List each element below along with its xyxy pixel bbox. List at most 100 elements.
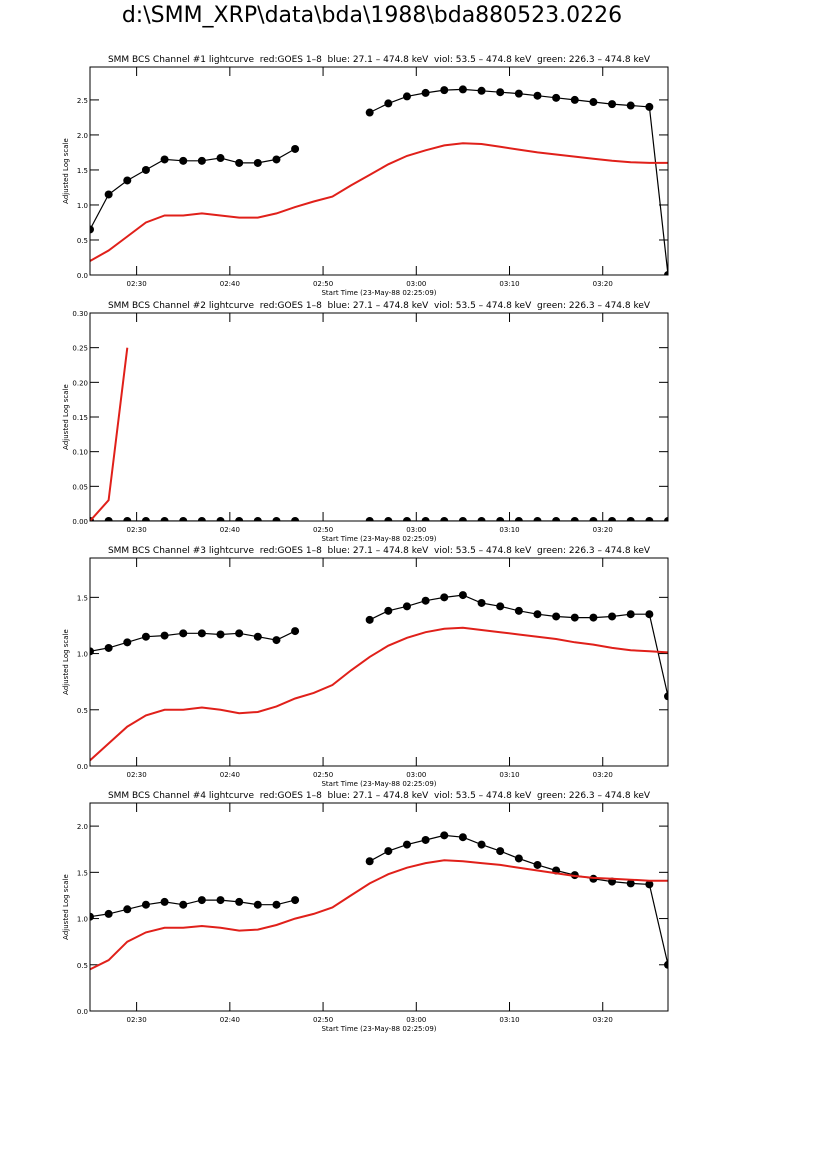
data-point <box>402 840 411 849</box>
data-point <box>440 593 449 602</box>
data-point <box>90 225 94 234</box>
data-point <box>608 517 617 521</box>
data-point <box>272 636 281 645</box>
series-line <box>90 626 668 762</box>
x-tick-label: 03:10 <box>499 771 519 779</box>
x-tick-label: 02:40 <box>220 526 240 534</box>
x-tick-label: 02:50 <box>313 1016 333 1024</box>
data-point <box>253 900 262 909</box>
data-point <box>402 602 411 611</box>
data-point <box>664 960 668 969</box>
data-point <box>384 847 393 856</box>
y-tick-label: 1.5 <box>77 594 88 602</box>
data-point <box>160 517 169 521</box>
data-point <box>235 629 244 638</box>
data-point <box>458 591 467 600</box>
series-line <box>90 859 668 971</box>
data-point <box>179 629 188 638</box>
y-tick-label: 0.0 <box>77 763 88 771</box>
data-point <box>90 912 94 921</box>
x-tick-label: 03:00 <box>406 771 426 779</box>
y-tick-label: 2.0 <box>77 823 88 831</box>
plot-layer <box>90 591 668 762</box>
series-line <box>90 834 668 965</box>
data-point <box>477 598 486 607</box>
data-point <box>402 517 411 521</box>
data-point <box>514 89 523 98</box>
data-point <box>496 602 505 611</box>
page-title: d:\SMM_XRP\data\bda\1988\bda880523.0226 <box>122 3 622 28</box>
y-tick-label: 0.5 <box>77 962 88 970</box>
data-point <box>104 909 113 918</box>
data-point <box>533 610 542 619</box>
data-point <box>440 517 449 521</box>
data-point <box>458 517 467 521</box>
y-tick-label: 1.0 <box>77 651 88 659</box>
y-tick-label: 1.0 <box>77 916 88 924</box>
data-point <box>365 108 374 117</box>
x-tick-label: 02:50 <box>313 280 333 288</box>
data-point <box>179 900 188 909</box>
data-point <box>664 271 668 275</box>
x-axis-label: Start Time (23-May-88 02:25:09) <box>321 289 436 297</box>
data-point <box>421 596 430 605</box>
data-point <box>272 900 281 909</box>
data-point <box>291 896 300 905</box>
data-point <box>626 879 635 888</box>
plot-frame <box>89 66 669 276</box>
series-line <box>90 88 668 275</box>
x-tick-label: 02:30 <box>127 526 147 534</box>
plot-frame <box>89 802 669 1012</box>
chart-panel: SMM BCS Channel #3 lightcurve red:GOES 1… <box>62 546 669 788</box>
data-point <box>477 840 486 849</box>
data-point <box>384 606 393 615</box>
y-tick-label: 1.5 <box>77 869 88 877</box>
x-tick-label: 02:30 <box>127 280 147 288</box>
data-point <box>477 517 486 521</box>
y-axis-label: Adjusted Log scale <box>62 384 70 450</box>
data-point <box>216 630 225 639</box>
data-point <box>179 156 188 165</box>
y-tick-label: 0.15 <box>72 414 88 422</box>
data-point <box>160 631 169 640</box>
data-point <box>104 190 113 199</box>
data-point <box>291 517 300 521</box>
y-tick-label: 0.05 <box>72 483 88 491</box>
y-tick-label: 2.5 <box>77 97 88 105</box>
y-tick-label: 0.0 <box>77 272 88 280</box>
data-point <box>291 144 300 153</box>
x-tick-label: 03:20 <box>593 1016 613 1024</box>
y-tick-label: 0.5 <box>77 237 88 245</box>
data-point <box>440 831 449 840</box>
data-point <box>645 610 654 619</box>
data-point <box>496 88 505 97</box>
series-line <box>90 594 668 697</box>
x-tick-label: 03:10 <box>499 280 519 288</box>
data-point <box>253 517 262 521</box>
plot-layer <box>90 831 668 971</box>
y-tick-label: 0.5 <box>77 707 88 715</box>
y-tick-label: 0.10 <box>72 449 88 457</box>
data-point <box>552 517 561 521</box>
data-point <box>589 613 598 622</box>
x-tick-label: 03:00 <box>406 526 426 534</box>
plot-frame <box>89 557 669 767</box>
data-point <box>608 100 617 109</box>
y-tick-label: 0.20 <box>72 379 88 387</box>
x-tick-label: 02:40 <box>220 771 240 779</box>
x-tick-label: 02:40 <box>220 1016 240 1024</box>
data-point <box>179 517 188 521</box>
plot-layer <box>90 85 668 275</box>
data-point <box>141 900 150 909</box>
data-point <box>197 517 206 521</box>
data-point <box>104 643 113 652</box>
data-point <box>514 854 523 863</box>
data-point <box>216 896 225 905</box>
x-tick-label: 02:50 <box>313 771 333 779</box>
data-point <box>384 517 393 521</box>
y-axis-label: Adjusted Log scale <box>62 874 70 940</box>
chart-panel: SMM BCS Channel #2 lightcurve red:GOES 1… <box>62 301 669 543</box>
chart-title: SMM BCS Channel #2 lightcurve red:GOES 1… <box>108 301 651 311</box>
